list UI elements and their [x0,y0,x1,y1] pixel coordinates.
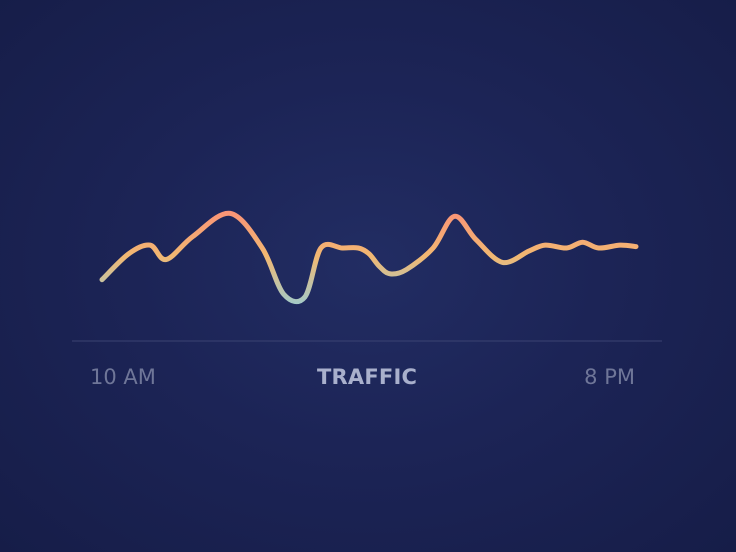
x-tick-label-end: 8 PM [584,365,635,389]
x-tick-label-start: 10 AM [90,365,156,389]
chart-title: TRAFFIC [317,365,418,389]
traffic-series-line [99,210,639,305]
